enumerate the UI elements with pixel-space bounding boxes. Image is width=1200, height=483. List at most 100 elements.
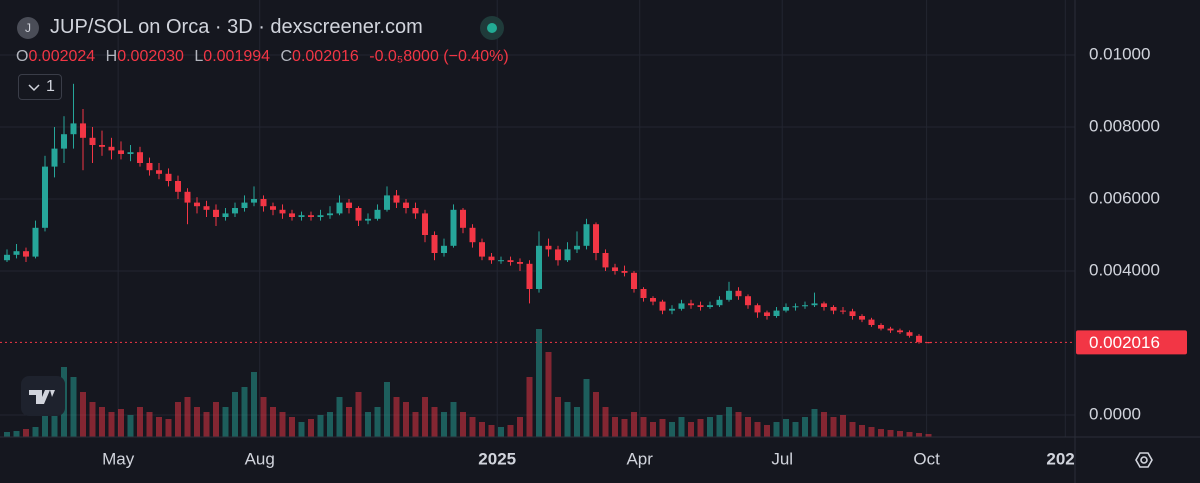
candle-body bbox=[108, 146, 115, 151]
volume-bar bbox=[859, 425, 866, 437]
candle-body bbox=[536, 245, 543, 290]
volume-bar bbox=[346, 407, 353, 437]
candle-body bbox=[650, 298, 657, 302]
volume-bar bbox=[488, 425, 495, 437]
candle-body bbox=[241, 202, 248, 209]
candle-body bbox=[222, 213, 229, 218]
volume-bar bbox=[783, 419, 790, 437]
x-tick-label: Apr bbox=[626, 449, 653, 468]
volume-bar bbox=[555, 397, 562, 437]
volume-bar bbox=[716, 415, 723, 437]
volume-bar bbox=[213, 402, 220, 437]
candle-body bbox=[393, 195, 400, 203]
interval-button[interactable]: 1 bbox=[18, 74, 62, 100]
volume-bar bbox=[593, 392, 600, 437]
candle-body bbox=[431, 235, 438, 254]
chart-title: JUP/SOL on Orca · 3D · dexscreener.com bbox=[50, 16, 423, 38]
volume-bar bbox=[422, 397, 429, 437]
candle-body bbox=[365, 218, 372, 221]
volume-bar bbox=[669, 422, 676, 437]
candle-body bbox=[602, 253, 609, 268]
volume-bar bbox=[878, 429, 885, 437]
volume-bar bbox=[270, 407, 277, 437]
volume-bar bbox=[412, 412, 419, 437]
volume-bar bbox=[70, 377, 77, 437]
volume-bar bbox=[32, 427, 39, 437]
settings-icon[interactable] bbox=[1135, 452, 1153, 468]
candle-body bbox=[70, 123, 77, 135]
candle-body bbox=[118, 150, 125, 155]
candle-body bbox=[878, 325, 885, 329]
volume-bar bbox=[42, 412, 49, 437]
volume-bar bbox=[564, 402, 571, 437]
candle-body bbox=[165, 173, 172, 182]
candle-body bbox=[792, 306, 799, 308]
volume-bar bbox=[194, 407, 201, 437]
candle-body bbox=[507, 260, 514, 263]
candle-body bbox=[450, 209, 457, 246]
status-dot bbox=[480, 16, 504, 40]
tv-logo[interactable] bbox=[21, 376, 65, 416]
candle-body bbox=[317, 215, 324, 218]
last-price-tag bbox=[1076, 330, 1187, 355]
candle-body bbox=[488, 256, 495, 261]
volume-bar bbox=[184, 397, 191, 437]
volume-bar bbox=[498, 427, 505, 437]
volume-bar bbox=[678, 417, 685, 437]
volume-bar bbox=[811, 409, 818, 437]
volume-bar bbox=[431, 407, 438, 437]
candle-body bbox=[13, 251, 20, 255]
candle-body bbox=[811, 303, 818, 306]
candle-body bbox=[726, 290, 733, 300]
volume-bar bbox=[51, 397, 58, 437]
candle-body bbox=[479, 242, 486, 257]
candle-body bbox=[631, 272, 638, 290]
ohlc-value: 0.002030 bbox=[117, 48, 184, 65]
candle-body bbox=[32, 227, 39, 257]
y-tick-label: 0.01000 bbox=[1089, 44, 1150, 63]
candle-body bbox=[460, 209, 467, 228]
volume-bar bbox=[469, 417, 476, 437]
ohlc-key: C bbox=[280, 48, 293, 65]
candle-body bbox=[859, 316, 866, 320]
candle-body bbox=[906, 332, 913, 336]
candle-body bbox=[840, 310, 847, 312]
volume-bar bbox=[89, 402, 96, 437]
candle-body bbox=[745, 296, 752, 306]
volume-bar bbox=[659, 419, 666, 437]
candle-body bbox=[564, 249, 571, 261]
volume-bar bbox=[127, 415, 134, 437]
last-price-label: 0.002016 bbox=[1089, 333, 1160, 352]
candle-body bbox=[593, 224, 600, 254]
candle-body bbox=[688, 303, 695, 306]
candle-body bbox=[374, 209, 381, 219]
volume-bar bbox=[640, 417, 647, 437]
candle-body bbox=[583, 224, 590, 246]
candle-body bbox=[260, 199, 267, 207]
candle-body bbox=[184, 191, 191, 203]
volume-bar bbox=[583, 379, 590, 437]
x-tick-label: Aug bbox=[245, 449, 275, 468]
volume-bar bbox=[479, 422, 486, 437]
volume-bar bbox=[80, 392, 87, 437]
volume-bar bbox=[906, 432, 913, 437]
volume-bar bbox=[23, 429, 30, 437]
volume-bar bbox=[631, 412, 638, 437]
candle-body bbox=[783, 307, 790, 311]
volume-bar bbox=[868, 427, 875, 437]
candle-body bbox=[127, 152, 134, 155]
candle-body bbox=[156, 170, 163, 174]
volume-bar bbox=[621, 419, 628, 437]
candle-body bbox=[764, 312, 771, 317]
candle-body bbox=[412, 208, 419, 214]
ohlc-value: 0.002016 bbox=[292, 48, 359, 65]
volume-bar bbox=[792, 422, 799, 437]
candle-body bbox=[346, 202, 353, 209]
ohlc-key: O bbox=[16, 48, 29, 65]
x-tick-label: Jul bbox=[771, 449, 793, 468]
interval-label: 1 bbox=[46, 78, 55, 95]
volume-bar bbox=[137, 407, 144, 437]
volume-bar bbox=[849, 422, 856, 437]
candle-body bbox=[213, 209, 220, 218]
x-tick-label: 2026 bbox=[1046, 449, 1084, 468]
